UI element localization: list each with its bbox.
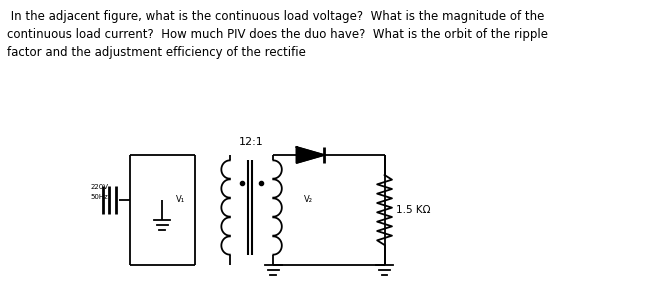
Text: 220V: 220V xyxy=(91,184,109,190)
Text: 1.5 KΩ: 1.5 KΩ xyxy=(395,205,430,215)
Text: In the adjacent figure, what is the continuous load voltage?  What is the magnit: In the adjacent figure, what is the cont… xyxy=(7,10,545,23)
Polygon shape xyxy=(297,147,324,163)
Text: continuous load current?  How much PIV does the duo have?  What is the orbit of : continuous load current? How much PIV do… xyxy=(7,28,548,41)
Text: 50Hz: 50Hz xyxy=(91,194,108,200)
Text: factor and the adjustment efficiency of the rectifie: factor and the adjustment efficiency of … xyxy=(7,46,306,59)
Text: 12:1: 12:1 xyxy=(239,137,264,147)
Text: V₂: V₂ xyxy=(304,196,313,205)
Text: V₁: V₁ xyxy=(176,196,185,205)
